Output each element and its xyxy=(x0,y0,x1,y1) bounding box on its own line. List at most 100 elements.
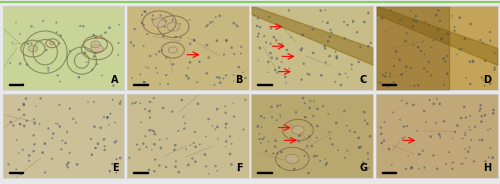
Point xyxy=(100,145,108,148)
Bar xyxy=(8,84,23,85)
Point xyxy=(132,101,140,104)
Point xyxy=(266,42,274,45)
Text: H: H xyxy=(484,163,492,173)
Point xyxy=(434,28,442,31)
Point xyxy=(44,127,52,130)
Text: D: D xyxy=(484,75,492,85)
Point xyxy=(324,21,332,24)
Point xyxy=(10,124,18,127)
Point xyxy=(88,153,96,156)
Point xyxy=(415,153,423,156)
Point xyxy=(402,167,410,170)
Point xyxy=(410,44,418,47)
Point xyxy=(384,84,392,87)
Point xyxy=(419,149,427,152)
Point xyxy=(212,76,220,79)
Point xyxy=(184,67,192,70)
Point xyxy=(12,168,20,171)
Point xyxy=(332,57,340,60)
Circle shape xyxy=(28,45,38,52)
Point xyxy=(396,118,404,121)
Point xyxy=(275,66,283,69)
Point xyxy=(90,55,98,58)
Point xyxy=(419,40,427,43)
Point xyxy=(436,20,444,22)
Point xyxy=(146,100,154,103)
Point xyxy=(478,115,486,118)
Point xyxy=(264,71,272,74)
Point xyxy=(316,159,324,162)
Point xyxy=(240,128,248,131)
Point xyxy=(486,82,494,85)
Point xyxy=(310,155,318,158)
Point xyxy=(450,29,458,32)
Point xyxy=(213,39,221,42)
Point xyxy=(184,77,192,80)
Point xyxy=(320,45,328,48)
Point xyxy=(142,11,150,14)
Point xyxy=(340,20,348,23)
Text: A: A xyxy=(111,75,118,85)
Point xyxy=(102,31,110,34)
Point xyxy=(414,46,422,49)
Point xyxy=(53,31,61,34)
Point xyxy=(73,163,81,166)
Point xyxy=(360,119,368,122)
Point xyxy=(380,83,388,86)
Point xyxy=(162,56,170,59)
Point xyxy=(146,55,154,58)
Point xyxy=(308,145,316,148)
Point xyxy=(420,166,428,169)
Point xyxy=(443,54,451,57)
Point xyxy=(366,41,374,44)
Point xyxy=(62,142,70,145)
Point xyxy=(204,23,212,26)
Point xyxy=(194,81,202,84)
Point xyxy=(136,73,144,76)
Point xyxy=(403,32,411,35)
Point xyxy=(90,125,98,128)
Point xyxy=(56,42,64,45)
Point xyxy=(282,75,290,78)
Point xyxy=(130,44,138,47)
Point xyxy=(324,40,332,43)
Point xyxy=(260,35,268,38)
Point xyxy=(140,10,148,13)
Point xyxy=(116,157,124,160)
Point xyxy=(26,154,34,157)
Point xyxy=(146,110,154,113)
Point xyxy=(148,148,156,151)
Point xyxy=(420,110,428,113)
Point xyxy=(36,122,44,125)
Point xyxy=(104,116,112,119)
Point xyxy=(172,160,180,163)
Point xyxy=(467,139,475,141)
Point xyxy=(90,34,98,37)
Point xyxy=(398,99,406,102)
Point xyxy=(213,108,221,111)
Point xyxy=(424,60,432,63)
Point xyxy=(237,52,245,55)
Point xyxy=(290,167,298,170)
Point xyxy=(386,75,394,78)
Point xyxy=(64,166,72,169)
Point xyxy=(283,48,291,51)
Point xyxy=(400,125,408,128)
Point xyxy=(398,17,406,20)
Point xyxy=(128,77,136,79)
Point xyxy=(379,74,387,77)
Point xyxy=(112,139,120,142)
Point xyxy=(180,115,188,118)
Point xyxy=(478,76,486,79)
Point xyxy=(87,138,95,141)
Point xyxy=(164,83,172,86)
Point xyxy=(39,20,47,22)
Point xyxy=(490,68,498,71)
Point xyxy=(230,22,238,25)
Point xyxy=(222,111,230,114)
Point xyxy=(96,126,104,129)
Point xyxy=(468,59,476,62)
Point xyxy=(385,148,393,151)
Point xyxy=(81,51,89,54)
Point xyxy=(396,58,404,61)
